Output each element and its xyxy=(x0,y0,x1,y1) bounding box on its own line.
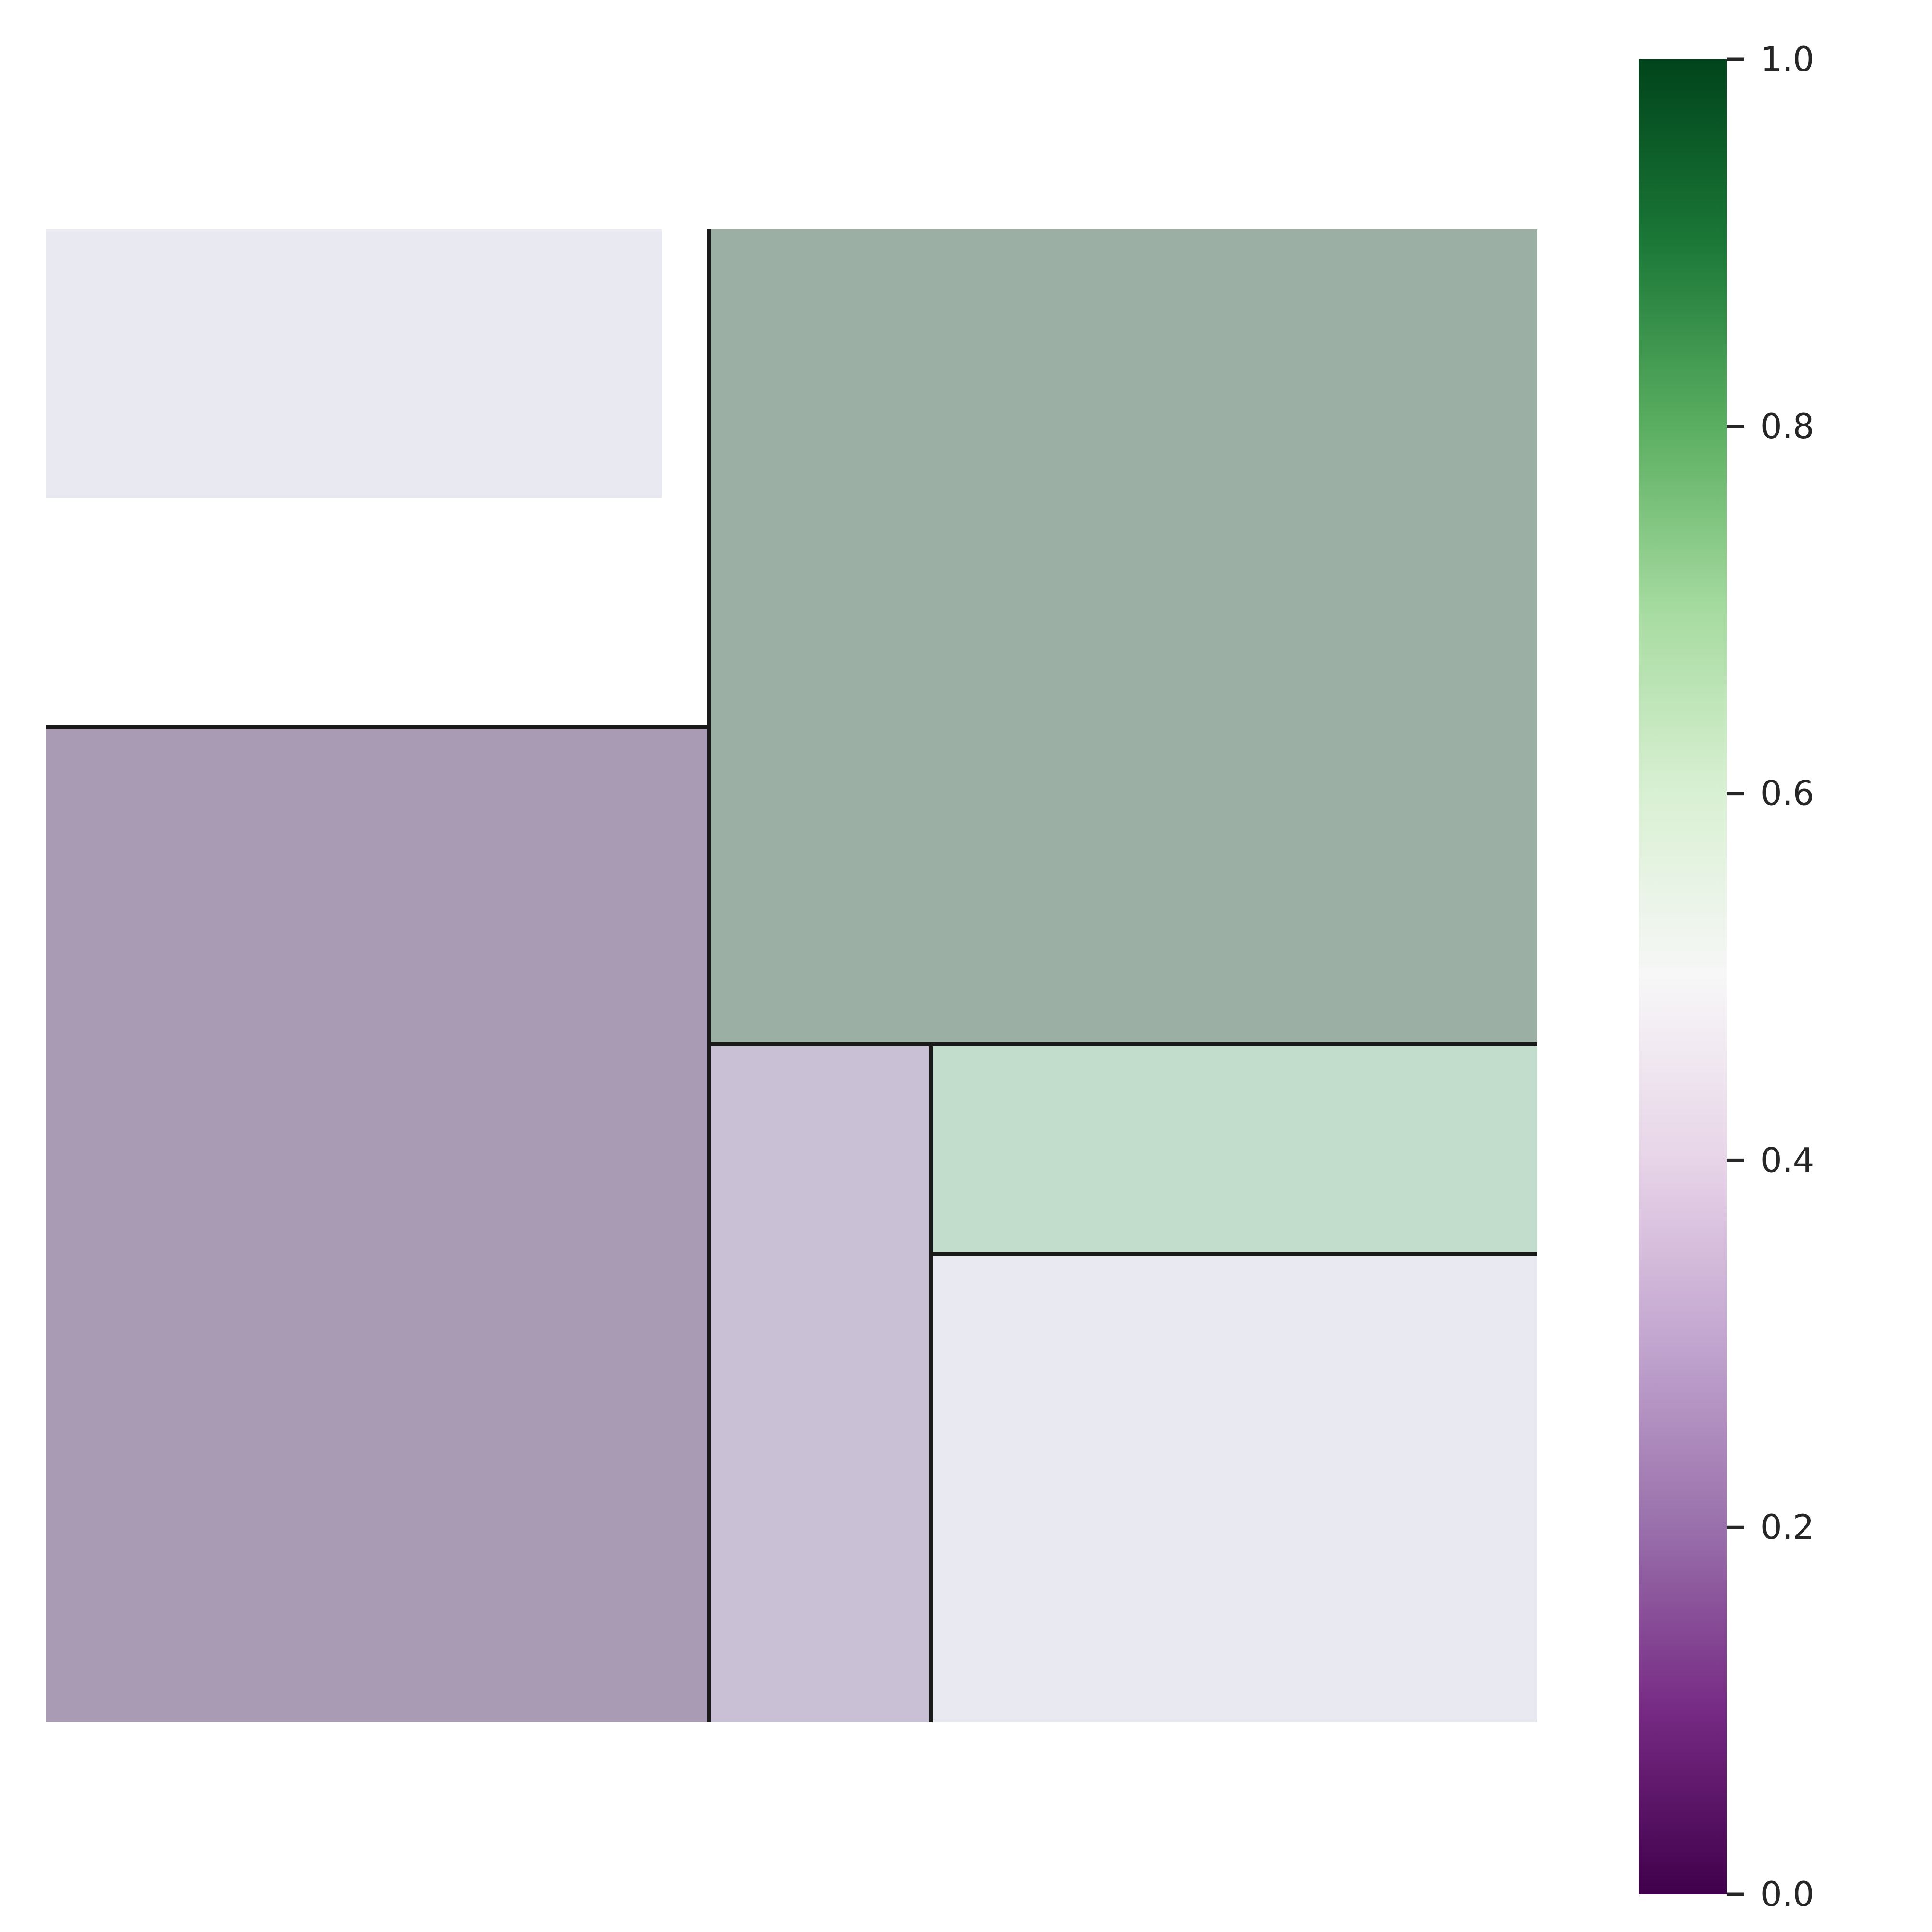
colorbar-tick-label: 0.4 xyxy=(1761,1140,1814,1180)
treemap-cell xyxy=(709,1044,931,1722)
treemap-cell xyxy=(46,727,709,1722)
treemap-cell xyxy=(931,1254,1537,1722)
colorbar-tick-label: 0.0 xyxy=(1761,1875,1814,1914)
colorbar-bar xyxy=(1639,59,1727,1894)
treemap-cells xyxy=(46,229,1537,1722)
colorbar-ticks: 0.0 0.2 0.4 0.6 0.8 1.0 xyxy=(1727,40,1814,1914)
treemap-cell xyxy=(931,1044,1537,1254)
colorbar-tick-label: 0.6 xyxy=(1761,774,1814,813)
treemap-cell xyxy=(46,229,662,498)
colorbar-tick-label: 0.8 xyxy=(1761,407,1814,446)
colorbar-tick-label: 0.2 xyxy=(1761,1507,1814,1547)
colorbar-tick-label: 1.0 xyxy=(1761,40,1814,79)
colorbar: 0.0 0.2 0.4 0.6 0.8 1.0 xyxy=(1639,40,1814,1914)
treemap-cell xyxy=(709,229,1537,1044)
